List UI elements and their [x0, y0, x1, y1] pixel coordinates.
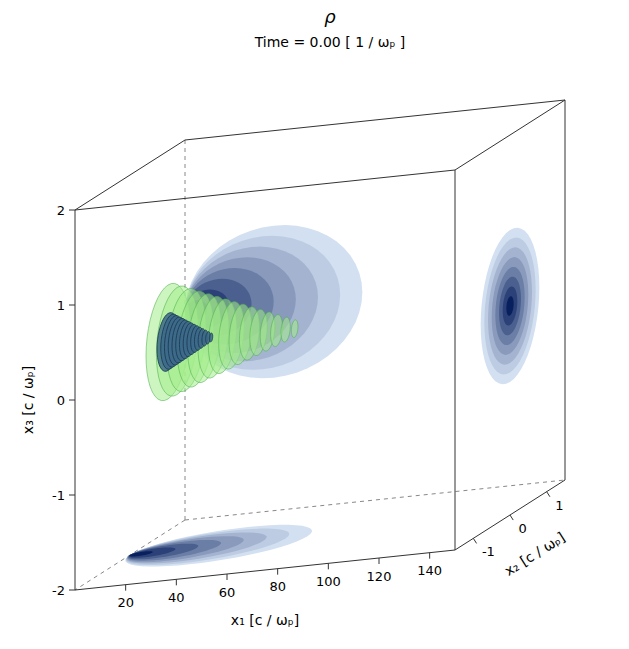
- svg-text:1: 1: [57, 298, 65, 313]
- svg-text:Time = 0.00 [ 1 / ωₚ ]: Time = 0.00 [ 1 / ωₚ ]: [254, 34, 406, 50]
- svg-text:20: 20: [117, 595, 134, 610]
- svg-text:0: 0: [519, 521, 527, 536]
- svg-text:2: 2: [57, 203, 65, 218]
- svg-text:120: 120: [367, 569, 392, 584]
- svg-text:x₃ [c / ωₚ]: x₃ [c / ωₚ]: [20, 366, 36, 434]
- svg-text:-1: -1: [482, 544, 495, 559]
- svg-text:-2: -2: [52, 583, 65, 598]
- svg-text:60: 60: [219, 585, 236, 600]
- svg-text:ρ: ρ: [324, 6, 336, 27]
- svg-text:x₁ [c / ωₚ]: x₁ [c / ωₚ]: [231, 612, 299, 628]
- svg-text:100: 100: [316, 574, 341, 589]
- svg-text:-1: -1: [52, 488, 65, 503]
- svg-text:x₂ [c / ωₚ]: x₂ [c / ωₚ]: [502, 529, 568, 579]
- svg-text:40: 40: [168, 590, 185, 605]
- svg-text:0: 0: [57, 393, 65, 408]
- svg-text:1: 1: [555, 498, 563, 513]
- svg-text:80: 80: [269, 579, 286, 594]
- svg-text:140: 140: [417, 563, 442, 578]
